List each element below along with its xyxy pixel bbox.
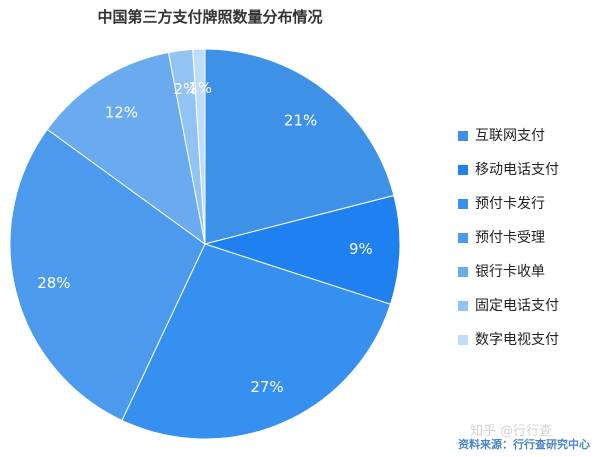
- legend-swatch: [458, 165, 468, 175]
- pie-label-预付卡受理: 28%: [37, 274, 70, 292]
- chart-title: 中国第三方支付牌照数量分布情况: [97, 8, 323, 26]
- chart-legend: 互联网支付移动电话支付 预付卡发行预付卡受理银行卡收单固定电话支付 数字电视支付: [458, 126, 559, 364]
- watermark: 知乎 @行行查: [470, 424, 553, 439]
- legend-swatch: [458, 301, 468, 311]
- legend-item-预付卡受理: 预付卡受理: [458, 228, 559, 262]
- legend-label: 固定电话支付: [475, 298, 559, 314]
- pie-slices: [9, 48, 401, 440]
- legend-item-移动电话支付: 移动电话支付: [458, 160, 559, 194]
- pie-slice-移动电话支付: [203, 194, 401, 305]
- pie-labels: 21% 9% 27% 28% 12% 2%1%: [37, 79, 373, 396]
- pie-slice-数字电视支付: [192, 48, 206, 245]
- pie-label-数字电视支付: 1%: [188, 79, 212, 97]
- legend-swatch: [458, 267, 468, 277]
- legend-item-固定电话支付: 固定电话支付: [458, 296, 559, 330]
- legend-label: 数字电视支付: [475, 332, 559, 348]
- pie-label-固定电话支付: 2%: [174, 80, 198, 98]
- pie-label-银行卡收单: 12%: [105, 103, 138, 121]
- pie-label-移动电话支付: 9%: [349, 240, 373, 258]
- legend-label: 预付卡受理: [475, 230, 545, 246]
- legend-item-数字电视支付: 数字电视支付: [458, 330, 559, 364]
- legend-label: 预付卡发行: [475, 196, 545, 212]
- legend-label: 互联网支付: [475, 128, 545, 144]
- pie-slice-预付卡发行: [121, 243, 392, 440]
- pie-slice-互联网支付: [204, 48, 395, 245]
- legend-item-预付卡发行: 预付卡发行: [458, 194, 559, 228]
- legend-label: 银行卡收单: [475, 264, 545, 280]
- pie-label-互联网支付: 21%: [284, 112, 317, 130]
- legend-item-互联网支付: 互联网支付: [458, 126, 559, 160]
- legend-label: 移动电话支付: [475, 162, 559, 178]
- legend-swatch: [458, 335, 468, 345]
- pie-chart: 21% 9% 27% 28% 12% 2%1%: [9, 48, 401, 440]
- legend-swatch: [458, 131, 468, 141]
- pie-label-预付卡发行: 27%: [250, 378, 283, 396]
- pie-slice-预付卡受理: [9, 128, 206, 422]
- legend-swatch: [458, 199, 468, 209]
- source-note: 资料来源：行行查研究中心: [458, 438, 590, 451]
- legend-swatch: [458, 233, 468, 243]
- pie-slice-银行卡收单: [46, 51, 206, 246]
- legend-item-银行卡收单: 银行卡收单: [458, 262, 559, 296]
